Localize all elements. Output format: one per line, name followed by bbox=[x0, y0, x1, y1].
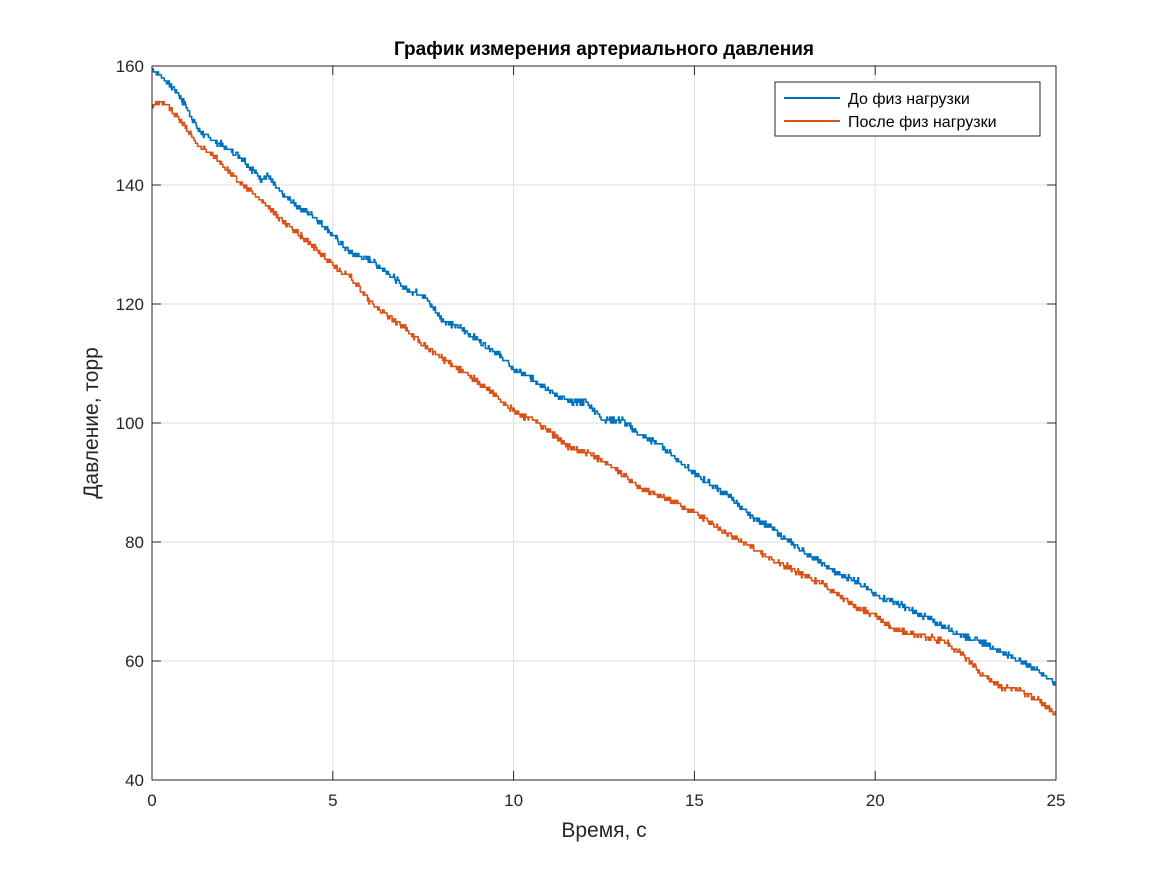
legend-label-after-exercise: После физ нагрузки bbox=[848, 114, 997, 131]
y-tick-label: 140 bbox=[116, 176, 144, 195]
legend: До физ нагрузки После физ нагрузки bbox=[774, 81, 1041, 137]
y-tick-label: 100 bbox=[116, 414, 144, 433]
series-line-before-exercise bbox=[151, 68, 1057, 686]
y-tick-label: 120 bbox=[116, 295, 144, 314]
x-tick-label: 5 bbox=[328, 791, 337, 810]
x-tick-label: 20 bbox=[866, 791, 885, 810]
legend-label-before-exercise: До физ нагрузки bbox=[848, 91, 970, 108]
ticks: 0 5 10 15 20 25 40 60 80 100 120 140 160 bbox=[116, 57, 1066, 810]
y-tick-label: 40 bbox=[125, 771, 144, 790]
y-axis-label: Давление, торр bbox=[80, 347, 103, 499]
x-tick-label: 25 bbox=[1047, 791, 1066, 810]
series-line-after-exercise bbox=[151, 100, 1057, 716]
x-axis-label: Время, с bbox=[561, 819, 646, 842]
x-tick-label: 0 bbox=[147, 791, 156, 810]
series-layer bbox=[151, 68, 1057, 716]
x-tick-label: 15 bbox=[685, 791, 704, 810]
chart-title: График измерения артериального давления bbox=[394, 39, 814, 60]
legend-box bbox=[774, 81, 1041, 137]
y-tick-label: 160 bbox=[116, 57, 144, 76]
y-tick-label: 60 bbox=[125, 652, 144, 671]
x-tick-label: 10 bbox=[504, 791, 523, 810]
y-tick-label: 80 bbox=[125, 533, 144, 552]
